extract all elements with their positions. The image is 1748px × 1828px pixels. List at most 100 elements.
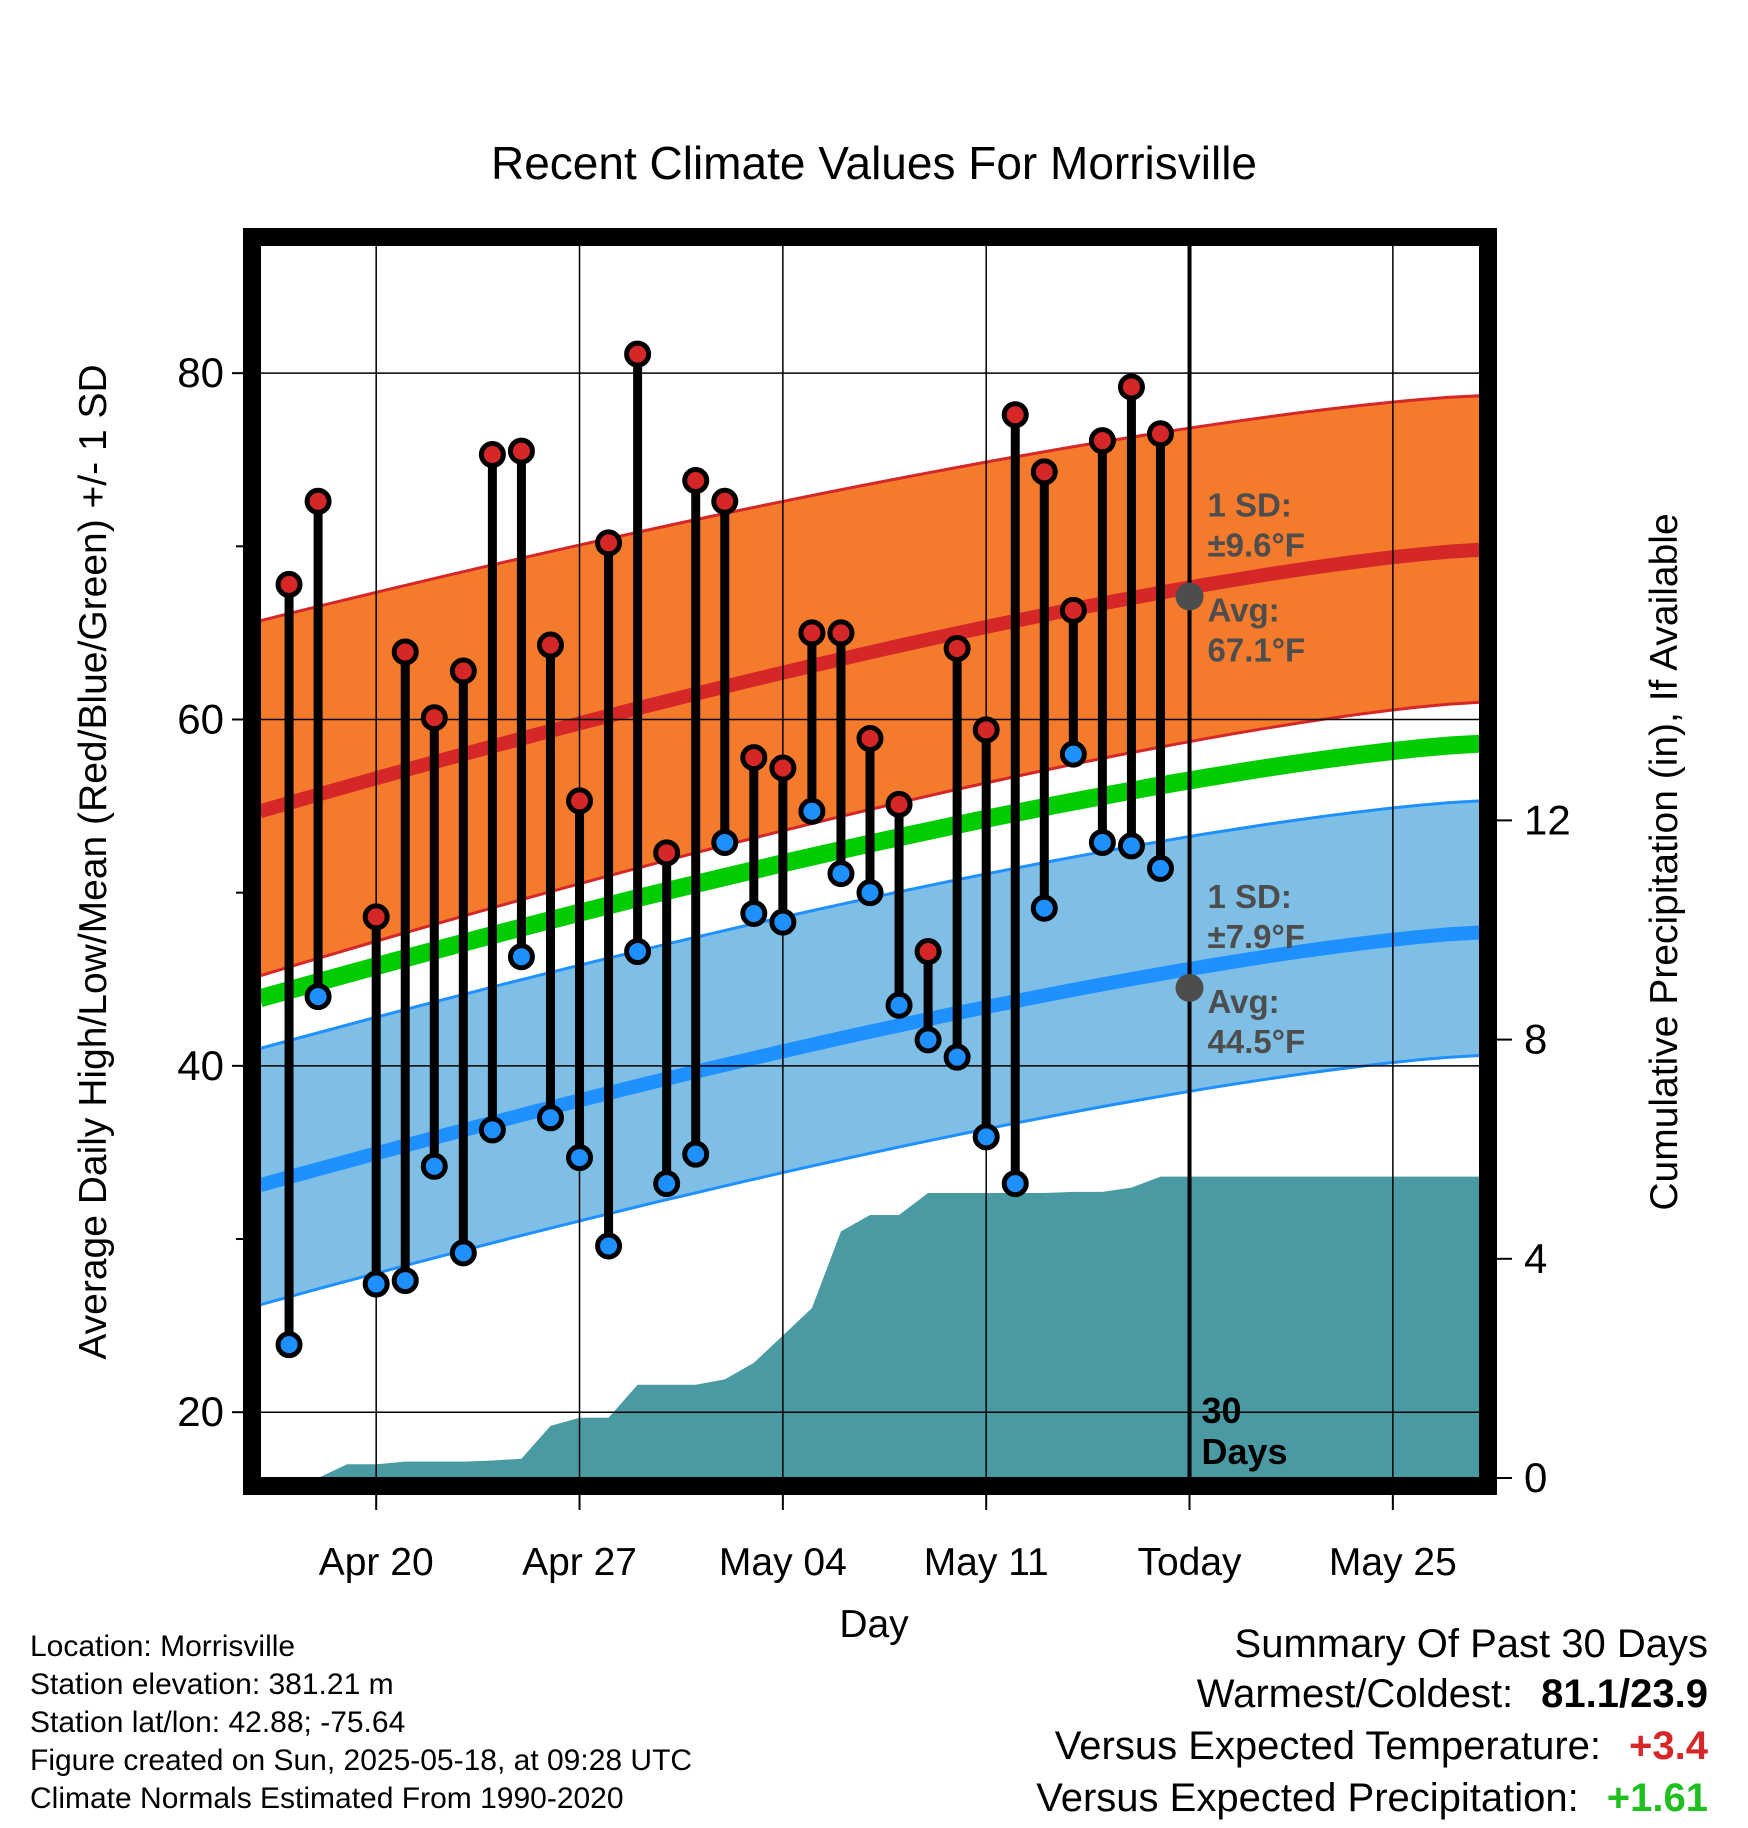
high-sd-label: 1 SD: <box>1208 487 1292 524</box>
x-tick-label: May 04 <box>719 1541 847 1584</box>
daily-high-point <box>1117 373 1145 401</box>
y2-tick-label: 4 <box>1524 1235 1547 1282</box>
daily-low-point <box>566 1144 594 1172</box>
daily-high-point <box>566 787 594 815</box>
summary-warm-cold-label: Warmest/Coldest: <box>1196 1672 1514 1716</box>
low-avg-value: 44.5°F <box>1208 1023 1306 1060</box>
daily-high-point <box>1030 458 1058 486</box>
high-sd-band <box>260 395 1480 976</box>
high-sd-value: ±9.6°F <box>1208 527 1305 564</box>
daily-high-point <box>391 638 419 666</box>
daily-high-point <box>769 754 797 782</box>
daily-low-point <box>914 1026 942 1054</box>
daily-low-point <box>391 1267 419 1295</box>
x-tick-label: Today <box>1137 1541 1242 1584</box>
daily-low-point <box>1059 740 1087 768</box>
daily-low-point <box>885 991 913 1019</box>
daily-low-point <box>507 943 535 971</box>
daily-high-point <box>478 441 506 469</box>
daily-low-point <box>624 938 652 966</box>
daily-high-point <box>972 716 1000 744</box>
y-tick-label: 40 <box>177 1042 224 1089</box>
daily-high-point <box>449 657 477 685</box>
daily-low-point <box>478 1116 506 1144</box>
daily-low-point <box>798 797 826 825</box>
days-unit-label: Days <box>1202 1431 1288 1472</box>
high-avg-marker <box>1175 582 1204 611</box>
daily-low-point <box>740 899 768 927</box>
plot-frame <box>243 228 1497 1495</box>
daily-high-point <box>1001 401 1029 429</box>
daily-high-point <box>595 529 623 557</box>
low-sd-value: ±7.9°F <box>1208 918 1305 955</box>
daily-low-point <box>1001 1170 1029 1198</box>
daily-high-point <box>856 725 884 753</box>
daily-low-point <box>304 983 332 1011</box>
summary-warm-cold-value: 81.1/23.9 <box>1541 1672 1708 1716</box>
x-tick-label: Apr 27 <box>522 1541 637 1584</box>
summary-temp: Versus Expected Temperature: +3.4 <box>1055 1724 1708 1769</box>
info-created: Figure created on Sun, 2025-05-18, at 09… <box>30 1744 693 1777</box>
high-sd-upper-line <box>259 394 1481 623</box>
daily-low-point <box>711 828 739 856</box>
summary-precip: Versus Expected Precipitation: +1.61 <box>1036 1776 1708 1821</box>
daily-high-point <box>885 790 913 818</box>
daily-low-point <box>653 1170 681 1198</box>
daily-high-point <box>420 704 448 732</box>
y-tick-label: 20 <box>177 1388 224 1435</box>
daily-low-point <box>1146 854 1174 882</box>
daily-high-point <box>682 467 710 495</box>
daily-low-point <box>595 1232 623 1260</box>
summary-warm-cold: Warmest/Coldest: 81.1/23.9 <box>1197 1672 1708 1717</box>
daily-high-point <box>827 619 855 647</box>
y2-tick-label: 12 <box>1524 796 1571 843</box>
daily-high-point <box>914 938 942 966</box>
y2-tick-label: 0 <box>1524 1454 1547 1501</box>
daily-low-point <box>420 1152 448 1180</box>
summary-precip-label: Versus Expected Precipitation: <box>1036 1776 1579 1820</box>
y-axis-label: Average Daily High/Low/Mean (Red/Blue/Gr… <box>72 364 115 1359</box>
low-sd-label: 1 SD: <box>1208 878 1292 915</box>
daily-low-point <box>1088 828 1116 856</box>
daily-low-point <box>275 1331 303 1359</box>
info-normals: Climate Normals Estimated From 1990-2020 <box>30 1782 624 1815</box>
y-tick-label: 80 <box>177 349 224 396</box>
daily-low-point <box>536 1104 564 1132</box>
daily-high-point <box>1146 420 1174 448</box>
chart-title: Recent Climate Values For Morrisville <box>491 137 1257 189</box>
summary-temp-label: Versus Expected Temperature: <box>1054 1724 1602 1768</box>
daily-low-point <box>449 1239 477 1267</box>
daily-high-point <box>275 570 303 598</box>
y-tick-label: 60 <box>177 695 224 742</box>
summary-precip-value: +1.61 <box>1606 1776 1708 1820</box>
high-avg-value: 67.1°F <box>1208 632 1306 669</box>
daily-low-point <box>682 1140 710 1168</box>
days-count-label: 30 <box>1202 1390 1242 1431</box>
daily-low-point <box>1117 832 1145 860</box>
daily-high-point <box>1059 596 1087 624</box>
daily-low-point <box>943 1043 971 1071</box>
summary-title: Summary Of Past 30 Days <box>1234 1622 1708 1666</box>
info-elevation: Station elevation: 381.21 m <box>30 1668 394 1701</box>
daily-low-point <box>856 879 884 907</box>
precip-area <box>260 1176 1480 1478</box>
y2-axis-label: Cumulative Precipitation (in), If Availa… <box>1643 513 1686 1210</box>
daily-high-point <box>798 619 826 647</box>
daily-high-point <box>362 903 390 931</box>
low-sd-band <box>260 800 1480 1305</box>
low-avg-marker <box>1175 973 1204 1002</box>
high-avg-label: Avg: <box>1208 592 1280 629</box>
daily-high-point <box>624 340 652 368</box>
x-tick-label: May 11 <box>924 1541 1049 1584</box>
daily-high-point <box>653 839 681 867</box>
daily-low-point <box>827 860 855 888</box>
daily-high-point <box>507 437 535 465</box>
daily-low-point <box>769 908 797 936</box>
info-location: Location: Morrisville <box>30 1630 296 1663</box>
info-latlon: Station lat/lon: 42.88; -75.64 <box>30 1706 406 1739</box>
daily-high-point <box>1088 427 1116 455</box>
daily-high-point <box>536 631 564 659</box>
daily-high-point <box>304 487 332 515</box>
daily-low-point <box>1030 894 1058 922</box>
